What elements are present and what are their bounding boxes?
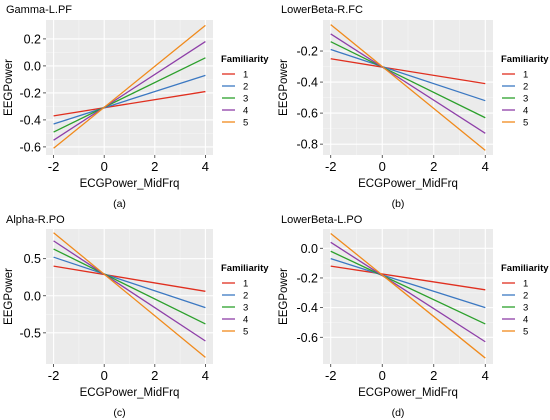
x-tick-label: -2 xyxy=(325,159,337,174)
panel-caption: (b) xyxy=(392,198,405,210)
y-axis-label: EEGPower xyxy=(3,59,15,116)
x-tick-label: 2 xyxy=(151,368,158,383)
legend-label-3: 3 xyxy=(243,94,248,105)
y-tick-label: -0.4 xyxy=(19,113,41,127)
y-tick-label: 0.2 xyxy=(24,32,41,46)
series-line-4 xyxy=(53,41,206,141)
x-tick-label: 2 xyxy=(151,159,158,174)
x-axis-label: ECGPower_MidFrq xyxy=(358,387,458,399)
panel-caption: (d) xyxy=(392,407,405,419)
series-line-2 xyxy=(330,258,486,309)
series-line-1 xyxy=(53,265,206,292)
x-tick-label: -2 xyxy=(325,368,337,383)
x-tick-label: -2 xyxy=(48,368,60,383)
series-line-4 xyxy=(53,240,206,342)
y-tick-label: -0.6 xyxy=(19,140,41,154)
x-axis-label: ECGPower_MidFrq xyxy=(80,178,180,190)
series-line-3 xyxy=(53,248,206,325)
chart-panel-4: LowerBeta-L.PO -2 0 2 4 -0.6 -0.4 -0.2 0.0 ECGPow… xyxy=(278,214,549,419)
y-axis-label: EEGPower xyxy=(3,268,15,325)
series-line-5 xyxy=(330,24,486,151)
chart-panel-2: LowerBeta-R.FC -2 0 2 4 -0.8 -0.6 -0.4 -0.2 ECGPo… xyxy=(278,4,549,210)
legend-label-5: 5 xyxy=(523,327,528,338)
x-tick-label: 0 xyxy=(379,368,386,383)
legend-title: Familiarity xyxy=(221,54,269,65)
legend-label-3: 3 xyxy=(523,94,528,105)
legend-label-3: 3 xyxy=(243,303,248,314)
chart-title: Gamma-L.PF xyxy=(6,4,72,16)
legend-label-4: 4 xyxy=(523,315,528,326)
series-line-1 xyxy=(330,58,486,85)
series-line-4 xyxy=(330,241,486,343)
x-tick-label: 0 xyxy=(101,159,108,174)
x-tick-label: 4 xyxy=(202,368,209,383)
legend-title: Familiarity xyxy=(501,263,549,274)
x-tick-label: 4 xyxy=(482,159,489,174)
series-line-2 xyxy=(53,256,206,309)
legend-label-2: 2 xyxy=(243,291,248,302)
x-tick-label: 2 xyxy=(430,159,437,174)
y-tick-label: -0.2 xyxy=(19,86,41,100)
legend-label-4: 4 xyxy=(243,315,248,326)
x-axis-label: ECGPower_MidFrq xyxy=(80,387,180,399)
legend-label-1: 1 xyxy=(523,279,528,290)
legend-label-5: 5 xyxy=(243,327,248,338)
legend-label-2: 2 xyxy=(243,82,248,93)
series-line-2 xyxy=(53,74,206,125)
x-tick-label: 0 xyxy=(101,368,108,383)
series-line-4 xyxy=(330,33,486,134)
legend-label-4: 4 xyxy=(243,106,248,117)
legend-label-2: 2 xyxy=(523,291,528,302)
y-tick-label: -0.6 xyxy=(296,331,318,345)
y-tick-label: -0.5 xyxy=(19,326,41,340)
y-tick-label: 0.0 xyxy=(301,242,318,256)
y-axis-label: EEGPower xyxy=(278,268,290,325)
legend-label-5: 5 xyxy=(523,118,528,129)
legend-label-1: 1 xyxy=(243,279,248,290)
series-line-5 xyxy=(330,232,486,359)
x-tick-label: 0 xyxy=(379,159,386,174)
series-line-5 xyxy=(53,232,206,358)
panel-caption: (a) xyxy=(113,198,126,210)
chart-title: LowerBeta-L.PO xyxy=(281,214,363,226)
y-tick-label: -0.2 xyxy=(296,45,318,59)
legend-label-1: 1 xyxy=(243,70,248,81)
chart-title: LowerBeta-R.FC xyxy=(281,4,363,16)
x-axis-label: ECGPower_MidFrq xyxy=(358,178,458,190)
x-tick-label: -2 xyxy=(48,159,60,174)
series-line-3 xyxy=(330,41,486,119)
y-tick-label: 0.0 xyxy=(24,289,41,303)
y-tick-label: 0.0 xyxy=(24,59,41,73)
chart-title: Alpha-R.PO xyxy=(6,214,65,226)
legend-title: Familiarity xyxy=(221,263,269,274)
chart-panel-3: Alpha-R.PO -2 0 2 4 -0.5 0.0 0.5 ECGPower_MidFrq… xyxy=(3,214,269,419)
series-line-5 xyxy=(53,24,206,149)
chart-panel-1: Gamma-L.PF -2 0 2 4 -0.6 -0.4 -0.2 0.0 0.2 ECGPowe… xyxy=(3,4,269,210)
legend-label-2: 2 xyxy=(523,82,528,93)
legend-label-1: 1 xyxy=(523,70,528,81)
legend-label-3: 3 xyxy=(523,303,528,314)
series-line-2 xyxy=(330,48,486,102)
x-tick-label: 4 xyxy=(482,368,489,383)
legend-label-4: 4 xyxy=(523,106,528,117)
series-line-1 xyxy=(330,265,486,291)
y-tick-label: -0.6 xyxy=(296,107,318,121)
legend-title: Familiarity xyxy=(501,54,549,65)
y-tick-label: -0.4 xyxy=(296,301,318,315)
y-tick-label: -0.2 xyxy=(296,271,318,285)
x-tick-label: 4 xyxy=(202,159,209,174)
series-line-3 xyxy=(330,250,486,325)
y-tick-label: -0.8 xyxy=(296,138,318,152)
y-tick-label: -0.4 xyxy=(296,76,318,90)
series-line-1 xyxy=(53,90,206,117)
y-tick-label: 0.5 xyxy=(24,252,41,266)
legend-label-5: 5 xyxy=(243,118,248,129)
y-axis-label: EEGPower xyxy=(278,59,290,116)
panel-caption: (c) xyxy=(113,407,125,419)
series-line-3 xyxy=(53,57,206,133)
x-tick-label: 2 xyxy=(430,368,437,383)
